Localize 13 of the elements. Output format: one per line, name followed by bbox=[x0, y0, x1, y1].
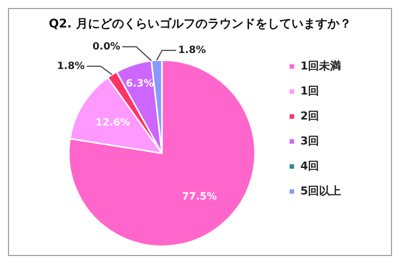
data-label: 1.8% bbox=[56, 60, 85, 72]
data-label: 1.8% bbox=[178, 44, 206, 56]
legend-label: 1回未満 bbox=[300, 59, 341, 72]
legend-label: 2回 bbox=[300, 109, 319, 122]
legend-label: 5回以上 bbox=[300, 184, 341, 198]
text: 0.0% bbox=[92, 41, 120, 52]
chart-title: Q2. 月にどのくらいゴルフのラウンドをしていますか？ bbox=[48, 16, 352, 30]
legend-label: 4回 bbox=[300, 159, 319, 172]
legend-label: 1回 bbox=[300, 84, 319, 98]
data-label: 12.6% bbox=[95, 117, 130, 128]
data-label: 77.5% bbox=[182, 192, 217, 203]
data-label: 6.3% bbox=[126, 78, 154, 90]
legend-label: 3回 bbox=[300, 134, 319, 148]
